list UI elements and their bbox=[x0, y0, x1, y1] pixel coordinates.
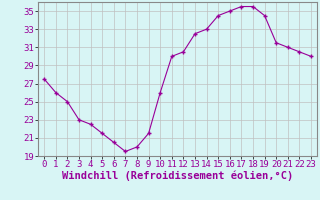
X-axis label: Windchill (Refroidissement éolien,°C): Windchill (Refroidissement éolien,°C) bbox=[62, 171, 293, 181]
